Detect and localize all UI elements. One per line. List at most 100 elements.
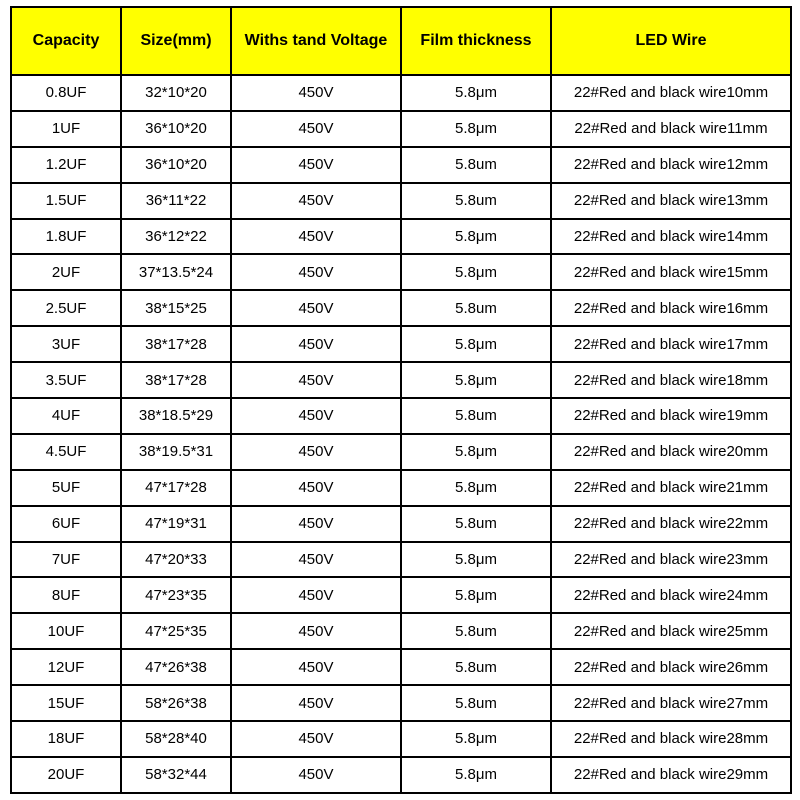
table-row: 8UF47*23*35450V5.8μm22#Red and black wir…	[11, 577, 791, 613]
table-cell: 22#Red and black wire27mm	[551, 685, 791, 721]
table-row: 1UF36*10*20450V5.8μm22#Red and black wir…	[11, 111, 791, 147]
table-cell: 450V	[231, 219, 401, 255]
table-cell: 22#Red and black wire11mm	[551, 111, 791, 147]
table-cell: 5.8μm	[401, 577, 551, 613]
table-cell: 5.8μm	[401, 721, 551, 757]
table-cell: 22#Red and black wire20mm	[551, 434, 791, 470]
table-cell: 10UF	[11, 613, 121, 649]
table-cell: 7UF	[11, 542, 121, 578]
table-row: 20UF58*32*44450V5.8μm22#Red and black wi…	[11, 757, 791, 793]
table-row: 12UF47*26*38450V5.8um22#Red and black wi…	[11, 649, 791, 685]
table-cell: 15UF	[11, 685, 121, 721]
table-cell: 450V	[231, 434, 401, 470]
table-cell: 58*32*44	[121, 757, 231, 793]
table-cell: 22#Red and black wire18mm	[551, 362, 791, 398]
table-cell: 450V	[231, 757, 401, 793]
table-cell: 5.8μm	[401, 757, 551, 793]
table-cell: 4.5UF	[11, 434, 121, 470]
table-cell: 5.8um	[401, 649, 551, 685]
table-row: 1.2UF36*10*20450V5.8um22#Red and black w…	[11, 147, 791, 183]
table-cell: 38*15*25	[121, 290, 231, 326]
table-cell: 58*26*38	[121, 685, 231, 721]
table-cell: 450V	[231, 362, 401, 398]
table-row: 2UF37*13.5*24450V5.8μm22#Red and black w…	[11, 254, 791, 290]
table-cell: 450V	[231, 649, 401, 685]
table-cell: 5.8um	[401, 613, 551, 649]
table-cell: 38*18.5*29	[121, 398, 231, 434]
table-cell: 2UF	[11, 254, 121, 290]
table-cell: 38*19.5*31	[121, 434, 231, 470]
table-row: 5UF47*17*28450V5.8μm22#Red and black wir…	[11, 470, 791, 506]
table-cell: 5.8μm	[401, 254, 551, 290]
table-cell: 12UF	[11, 649, 121, 685]
table-cell: 5.8um	[401, 506, 551, 542]
table-cell: 37*13.5*24	[121, 254, 231, 290]
table-row: 15UF58*26*38450V5.8um22#Red and black wi…	[11, 685, 791, 721]
table-cell: 450V	[231, 685, 401, 721]
table-cell: 32*10*20	[121, 75, 231, 111]
table-row: 1.8UF36*12*22450V5.8μm22#Red and black w…	[11, 219, 791, 255]
table-cell: 47*19*31	[121, 506, 231, 542]
table-cell: 5.8μm	[401, 542, 551, 578]
table-cell: 22#Red and black wire22mm	[551, 506, 791, 542]
table-row: 10UF47*25*35450V5.8um22#Red and black wi…	[11, 613, 791, 649]
table-cell: 36*10*20	[121, 111, 231, 147]
table-cell: 22#Red and black wire29mm	[551, 757, 791, 793]
table-body: 0.8UF32*10*20450V5.8μm22#Red and black w…	[11, 75, 791, 793]
table-cell: 5.8μm	[401, 470, 551, 506]
col-header-ledwire: LED Wire	[551, 7, 791, 75]
col-header-size: Size(mm)	[121, 7, 231, 75]
table-cell: 5.8μm	[401, 219, 551, 255]
table-cell: 450V	[231, 721, 401, 757]
table-cell: 22#Red and black wire17mm	[551, 326, 791, 362]
table-cell: 5.8μm	[401, 75, 551, 111]
table-cell: 1.2UF	[11, 147, 121, 183]
table-cell: 450V	[231, 147, 401, 183]
table-cell: 5.8um	[401, 398, 551, 434]
table-cell: 8UF	[11, 577, 121, 613]
table-cell: 2.5UF	[11, 290, 121, 326]
table-cell: 6UF	[11, 506, 121, 542]
col-header-thickness: Film thickness	[401, 7, 551, 75]
table-cell: 36*11*22	[121, 183, 231, 219]
table-cell: 38*17*28	[121, 326, 231, 362]
table-cell: 22#Red and black wire24mm	[551, 577, 791, 613]
table-cell: 18UF	[11, 721, 121, 757]
table-cell: 3.5UF	[11, 362, 121, 398]
table-cell: 5.8μm	[401, 362, 551, 398]
table-cell: 22#Red and black wire16mm	[551, 290, 791, 326]
table-cell: 1.8UF	[11, 219, 121, 255]
table-cell: 22#Red and black wire25mm	[551, 613, 791, 649]
table-row: 3UF38*17*28450V5.8μm22#Red and black wir…	[11, 326, 791, 362]
table-cell: 22#Red and black wire13mm	[551, 183, 791, 219]
table-row: 7UF47*20*33450V5.8μm22#Red and black wir…	[11, 542, 791, 578]
table-cell: 47*17*28	[121, 470, 231, 506]
table-cell: 450V	[231, 254, 401, 290]
table-cell: 450V	[231, 613, 401, 649]
table-cell: 1UF	[11, 111, 121, 147]
table-cell: 47*23*35	[121, 577, 231, 613]
table-cell: 22#Red and black wire26mm	[551, 649, 791, 685]
table-cell: 20UF	[11, 757, 121, 793]
table-cell: 47*20*33	[121, 542, 231, 578]
table-cell: 450V	[231, 290, 401, 326]
table-cell: 0.8UF	[11, 75, 121, 111]
header-row: Capacity Size(mm) Withs tand Voltage Fil…	[11, 7, 791, 75]
spec-table: Capacity Size(mm) Withs tand Voltage Fil…	[10, 6, 792, 794]
table-cell: 450V	[231, 577, 401, 613]
col-header-capacity: Capacity	[11, 7, 121, 75]
table-cell: 450V	[231, 398, 401, 434]
table-cell: 4UF	[11, 398, 121, 434]
table-cell: 5.8um	[401, 183, 551, 219]
table-cell: 5.8μm	[401, 434, 551, 470]
table-cell: 5.8μm	[401, 326, 551, 362]
table-cell: 5.8um	[401, 290, 551, 326]
table-cell: 5.8um	[401, 147, 551, 183]
table-row: 1.5UF36*11*22450V5.8um22#Red and black w…	[11, 183, 791, 219]
table-cell: 58*28*40	[121, 721, 231, 757]
table-cell: 22#Red and black wire12mm	[551, 147, 791, 183]
table-cell: 22#Red and black wire21mm	[551, 470, 791, 506]
table-cell: 1.5UF	[11, 183, 121, 219]
table-cell: 22#Red and black wire19mm	[551, 398, 791, 434]
table-cell: 450V	[231, 506, 401, 542]
